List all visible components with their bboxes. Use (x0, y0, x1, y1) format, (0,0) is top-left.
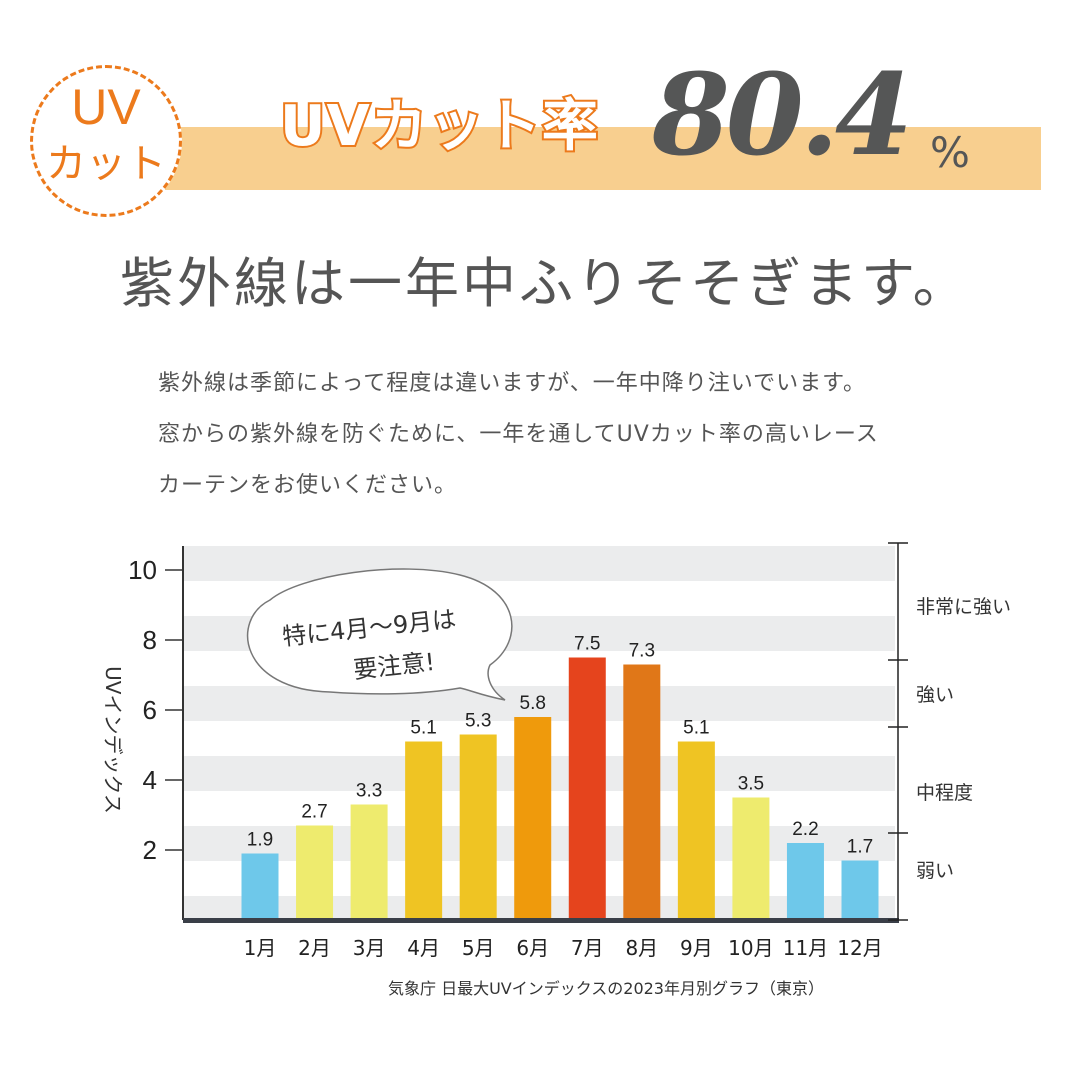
bar-value-label: 2.2 (792, 819, 818, 840)
subtitle: 紫外線は一年中ふりそそぎます。 (120, 252, 970, 315)
badge-line2: カット (46, 141, 166, 187)
x-axis (183, 918, 899, 923)
x-tick-label: 3月 (353, 936, 386, 960)
bar-3月 (350, 804, 388, 920)
bar-1月 (241, 853, 279, 920)
bar-11月 (786, 843, 824, 920)
bar-5月 (459, 734, 497, 920)
x-tick-label: 9月 (680, 936, 713, 960)
body-text: 紫外線は季節によって程度は違いますが、一年中降り注いでいます。 窓からの紫外線を… (158, 358, 879, 511)
bar-value-label: 5.1 (410, 718, 436, 739)
x-tick-label: 4月 (407, 936, 440, 960)
headline-band (165, 127, 1041, 190)
bar-9月 (677, 741, 715, 920)
x-tick-label: 8月 (625, 936, 658, 960)
bar-10月 (732, 797, 770, 920)
badge-line1: UV (71, 79, 141, 135)
bar-value-label: 3.5 (738, 774, 764, 795)
x-tick-label: 7月 (571, 936, 604, 960)
y-tick-label: 10 (128, 555, 157, 585)
x-tick-label: 1月 (244, 936, 277, 960)
bar-2月 (296, 825, 334, 920)
bar-value-label: 5.8 (520, 693, 546, 714)
y-tick-label: 4 (143, 765, 157, 795)
x-tick-label: 11月 (783, 936, 828, 960)
body-line: 紫外線は季節によって程度は違いますが、一年中降り注いでいます。 (158, 371, 866, 396)
body-line: カーテンをお使いください。 (158, 473, 458, 498)
bar-value-label: 1.7 (847, 837, 873, 858)
headline-label: UVカット率 (278, 94, 600, 159)
bar-6月 (514, 717, 552, 920)
x-tick-label: 6月 (516, 936, 549, 960)
x-tick-label: 5月 (462, 936, 495, 960)
grid-stripe (183, 686, 895, 721)
bar-8月 (623, 664, 661, 920)
chart-source: 気象庁 日最大UVインデックスの2023年月別グラフ（東京） (388, 979, 824, 998)
bar-value-label: 5.1 (683, 718, 709, 739)
bar-value-label: 2.7 (301, 802, 327, 823)
rate-unit: % (930, 128, 970, 177)
level-label: 中程度 (916, 782, 973, 804)
level-label: 強い (916, 684, 954, 706)
bar-value-label: 7.5 (574, 634, 600, 655)
uv-cut-badge: UV カット (30, 65, 182, 217)
bar-value-label: 5.3 (465, 711, 491, 732)
bar-value-label: 1.9 (247, 830, 273, 851)
body-line: 窓からの紫外線を防ぐために、一年を通してUVカット率の高いレース (158, 422, 879, 447)
level-label: 弱い (916, 860, 954, 882)
y-axis-label: UVインデックス (101, 666, 125, 814)
bar-4月 (405, 741, 443, 920)
bar-value-label: 3.3 (356, 781, 382, 802)
x-tick-label: 12月 (837, 936, 882, 960)
rate-value: 80.4 (652, 50, 913, 181)
x-tick-label: 2月 (298, 936, 331, 960)
y-tick-label: 8 (143, 625, 157, 655)
y-tick-label: 2 (143, 835, 157, 865)
bar-7月 (568, 657, 606, 920)
y-tick-label: 6 (143, 695, 157, 725)
callout-bubble (247, 568, 513, 701)
bar-value-label: 7.3 (629, 641, 655, 662)
bar-12月 (841, 860, 879, 920)
level-label: 非常に強い (916, 596, 1011, 618)
grid-stripe (183, 546, 895, 581)
x-tick-label: 10月 (728, 936, 773, 960)
